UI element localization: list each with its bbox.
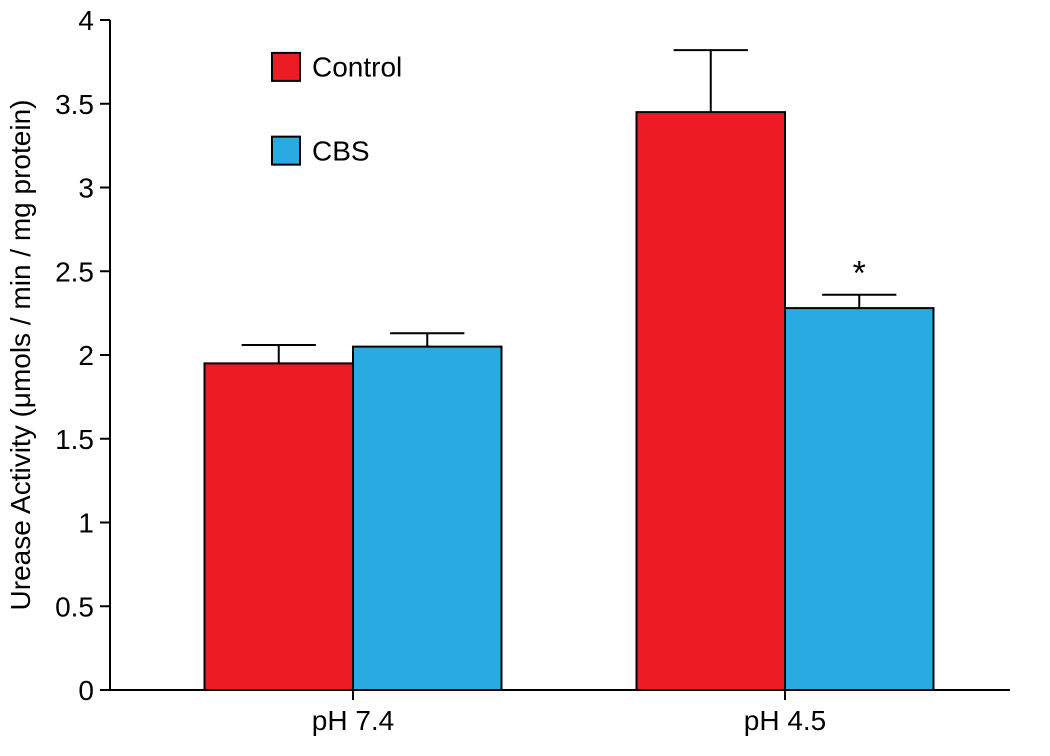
y-axis-label: Urease Activity (μmols / min / mg protei… (5, 100, 36, 611)
y-tick-label: 3 (78, 173, 94, 204)
bar-cbs-1 (785, 308, 934, 690)
legend-label-cbs: CBS (312, 135, 370, 166)
y-tick-label: 4 (78, 5, 94, 36)
y-tick-label: 2.5 (55, 256, 94, 287)
x-category-label: pH 4.5 (744, 705, 827, 736)
urease-activity-chart: 0 0.5 1 1.5 2 2.5 3 3.5 4 pH 7.4 * pH 4.5 Urease Act… (0, 0, 1050, 756)
legend-swatch-cbs (272, 137, 300, 165)
y-tick-label: 0.5 (55, 591, 94, 622)
bar-control-1 (637, 112, 786, 690)
y-tick-label: 1.5 (55, 424, 94, 455)
bar-control-0 (205, 363, 354, 690)
y-tick-label: 1 (78, 508, 94, 539)
chart-svg: 0 0.5 1 1.5 2 2.5 3 3.5 4 pH 7.4 * pH 4.5 Urease Act… (0, 0, 1050, 756)
legend-label-control: Control (312, 52, 402, 83)
legend-swatch-control (272, 53, 300, 81)
y-tick-label: 0 (78, 675, 94, 706)
x-category-label: pH 7.4 (312, 705, 395, 736)
y-tick-label: 3.5 (55, 89, 94, 120)
bar-cbs-0 (353, 347, 502, 690)
significance-marker: * (853, 255, 866, 293)
y-tick-label: 2 (78, 340, 94, 371)
